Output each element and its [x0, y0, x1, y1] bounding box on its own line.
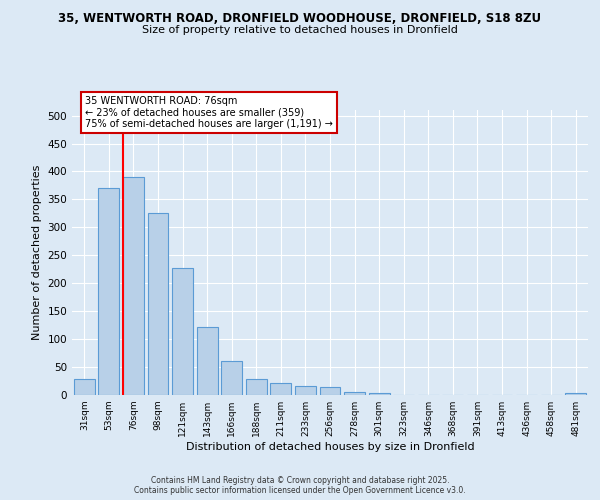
Bar [148, 214, 169, 395]
X-axis label: Distribution of detached houses by size in Dronfield: Distribution of detached houses by size … [185, 442, 475, 452]
Bar [344, 392, 365, 395]
Bar [197, 327, 218, 395]
Bar [123, 177, 144, 395]
Bar [565, 393, 586, 395]
Bar [221, 362, 242, 395]
Bar [98, 188, 119, 395]
Bar [368, 393, 389, 395]
Text: Contains HM Land Registry data © Crown copyright and database right 2025.
Contai: Contains HM Land Registry data © Crown c… [134, 476, 466, 495]
Bar [320, 386, 340, 395]
Bar [74, 380, 95, 395]
Bar [172, 268, 193, 395]
Text: Size of property relative to detached houses in Dronfield: Size of property relative to detached ho… [142, 25, 458, 35]
Bar [295, 386, 316, 395]
Text: 35 WENTWORTH ROAD: 76sqm
← 23% of detached houses are smaller (359)
75% of semi-: 35 WENTWORTH ROAD: 76sqm ← 23% of detach… [85, 96, 333, 129]
Bar [246, 380, 267, 395]
Y-axis label: Number of detached properties: Number of detached properties [32, 165, 42, 340]
Bar [271, 382, 292, 395]
Text: 35, WENTWORTH ROAD, DRONFIELD WOODHOUSE, DRONFIELD, S18 8ZU: 35, WENTWORTH ROAD, DRONFIELD WOODHOUSE,… [58, 12, 542, 26]
